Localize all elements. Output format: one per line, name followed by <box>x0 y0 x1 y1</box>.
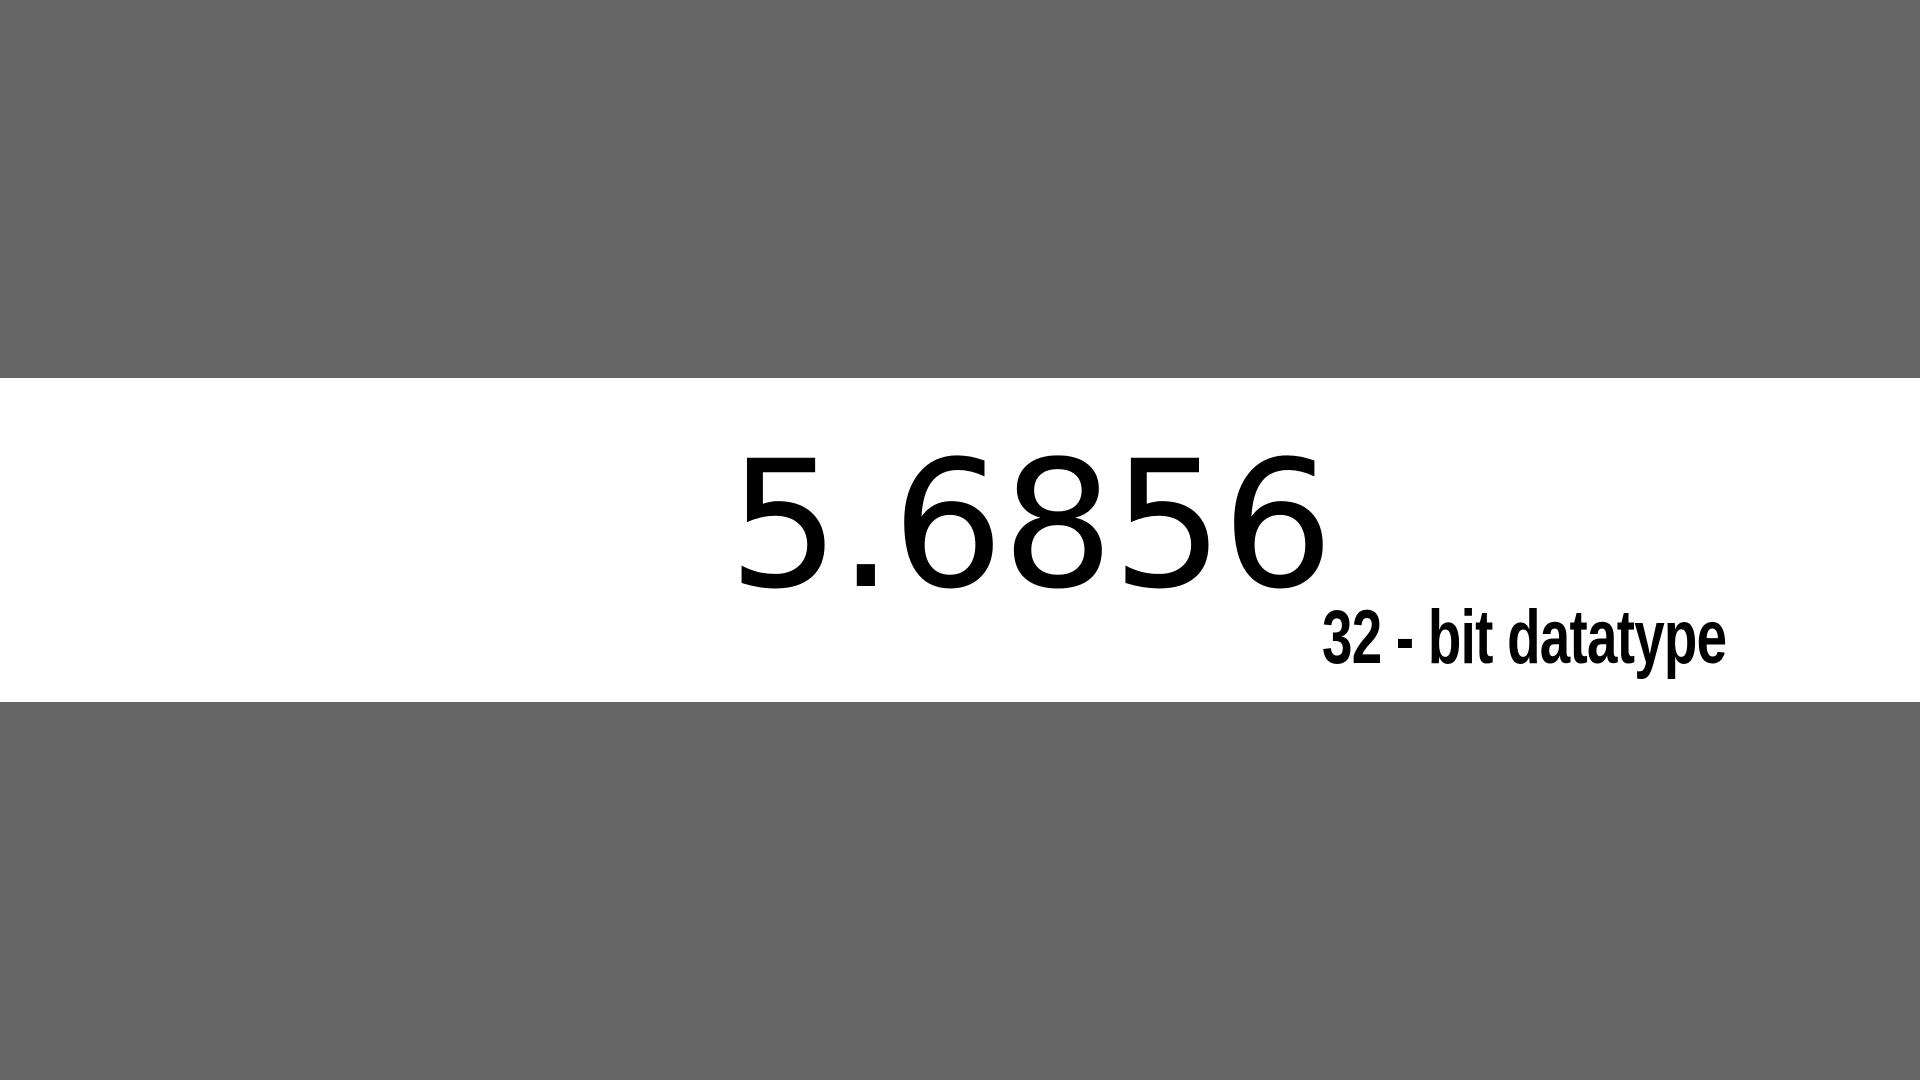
top-gray-band <box>0 0 1920 378</box>
bottom-gray-band <box>0 702 1920 1080</box>
floating-point-value: 5.6856 <box>728 423 1334 628</box>
center-white-band <box>0 378 1920 702</box>
datatype-caption: 32 - bit datatype <box>1322 595 1727 680</box>
